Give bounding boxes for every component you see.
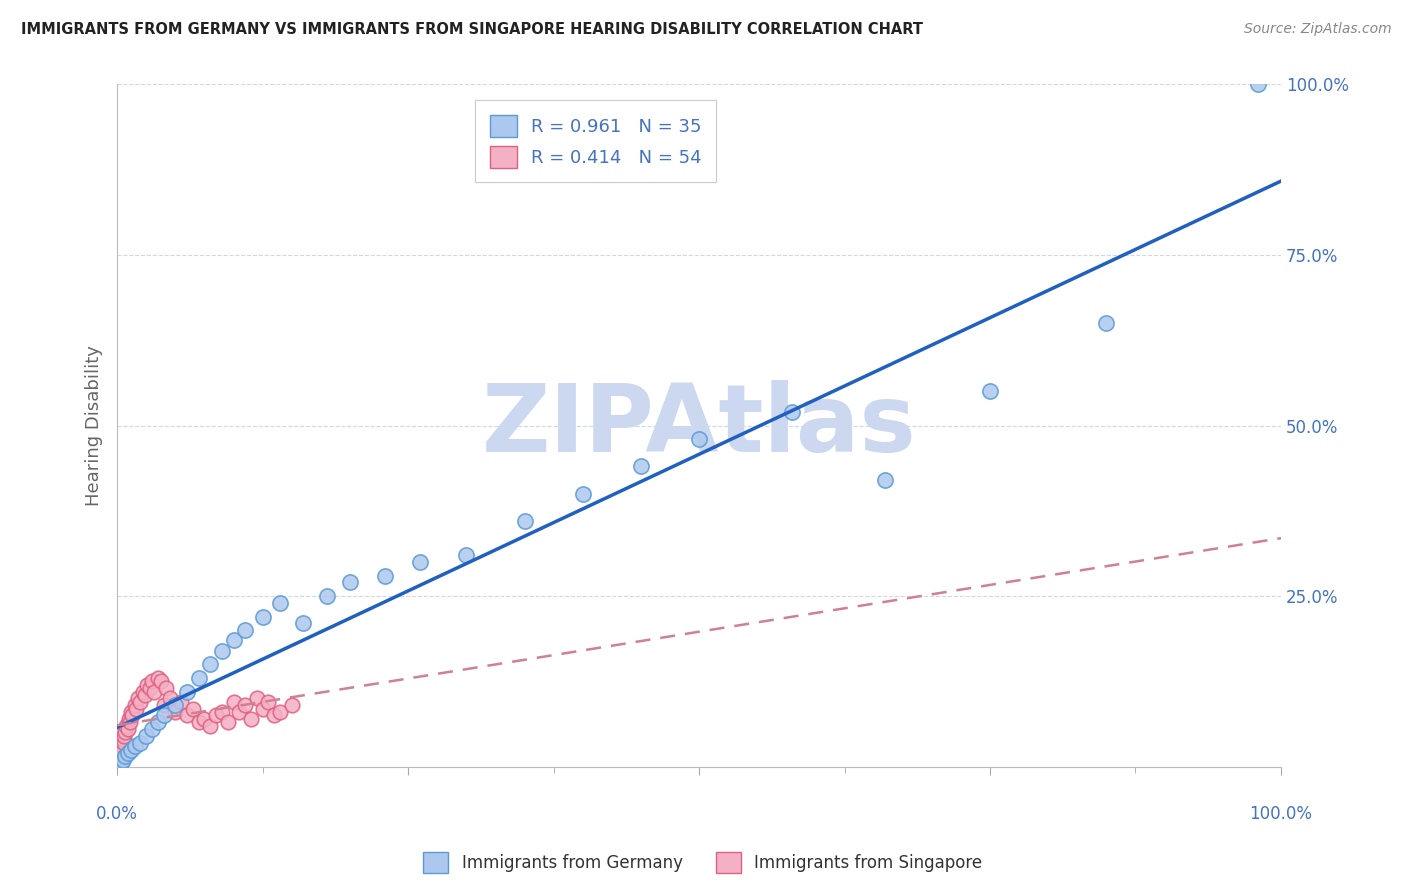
Point [200,719,222,733]
Point [228,705,250,719]
Point [292,616,315,631]
Point [170,695,193,709]
Point [118,715,141,730]
Point [112,729,135,743]
Point [233,698,256,713]
Point [146,671,169,685]
Point [263,708,285,723]
Point [252,609,274,624]
Legend: Immigrants from Germany, Immigrants from Singapore: Immigrants from Germany, Immigrants from… [416,846,990,880]
Text: ZIPAtlas: ZIPAtlas [482,379,917,472]
Point [281,698,304,713]
Point [409,555,432,569]
Point [114,725,136,739]
Point [129,695,152,709]
Point [875,473,897,487]
Point [141,722,163,736]
Point [165,705,187,719]
Point [150,674,173,689]
Point [187,715,209,730]
Point [111,732,134,747]
Point [187,671,209,685]
Text: 100.0%: 100.0% [1250,805,1312,823]
Point [152,708,174,723]
Point [780,405,803,419]
Point [115,719,138,733]
Point [112,736,135,750]
Point [132,684,155,698]
Point [513,514,536,528]
Point [456,548,478,562]
Point [211,705,233,719]
Point [129,736,152,750]
Point [111,745,134,759]
Point [571,487,593,501]
Point [134,688,156,702]
Point [374,568,396,582]
Point [222,633,245,648]
Point [110,747,132,762]
Point [124,739,146,753]
Point [108,746,131,760]
Point [205,708,228,723]
Point [139,681,162,695]
Point [979,384,1001,399]
Point [252,701,274,715]
Point [143,684,166,698]
Point [1247,78,1270,92]
Point [246,691,269,706]
Point [114,749,136,764]
Text: 0.0%: 0.0% [96,805,138,823]
Point [108,751,131,765]
Point [125,701,148,715]
Point [181,701,204,715]
Point [120,742,142,756]
Point [211,643,233,657]
Point [127,691,149,706]
Point [176,684,198,698]
Point [146,715,169,730]
Point [117,722,139,736]
Text: IMMIGRANTS FROM GERMANY VS IMMIGRANTS FROM SINGAPORE HEARING DISABILITY CORRELAT: IMMIGRANTS FROM GERMANY VS IMMIGRANTS FR… [21,22,924,37]
Point [269,596,291,610]
Point [110,742,132,756]
Point [315,589,337,603]
Point [165,698,187,713]
Point [152,698,174,713]
Point [630,459,652,474]
Point [240,712,263,726]
Text: Source: ZipAtlas.com: Source: ZipAtlas.com [1244,22,1392,37]
Point [222,695,245,709]
Point [117,746,139,760]
Point [141,674,163,689]
Point [159,691,181,706]
Point [135,729,157,743]
Point [111,753,134,767]
Point [108,754,131,768]
Point [688,432,710,446]
Point [136,678,159,692]
Point [269,705,291,719]
Point [121,708,143,723]
Point [257,695,280,709]
Point [339,575,361,590]
Point [176,708,198,723]
Legend: R = 0.961   N = 35, R = 0.414   N = 54: R = 0.961 N = 35, R = 0.414 N = 54 [475,100,717,182]
Y-axis label: Hearing Disability: Hearing Disability [86,345,103,506]
Point [200,657,222,672]
Point [233,623,256,637]
Point [1095,316,1118,330]
Point [217,715,239,730]
Point [107,749,129,764]
Point [193,712,215,726]
Point [118,712,141,726]
Point [107,756,129,771]
Point [110,756,132,771]
Point [155,681,177,695]
Point [120,705,142,719]
Point [124,698,146,713]
Point [111,739,134,753]
